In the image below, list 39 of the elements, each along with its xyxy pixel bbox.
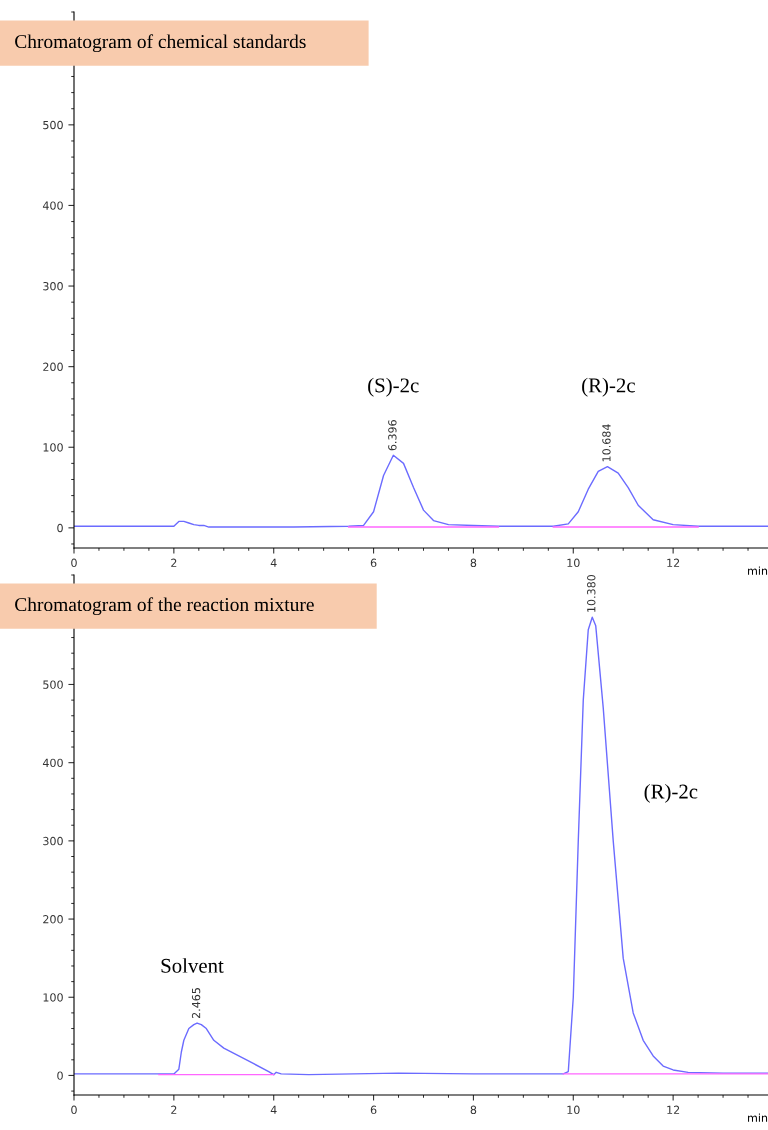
- x-tick-label: 2: [171, 558, 177, 567]
- y-tick-label: 300: [43, 836, 63, 846]
- x-tick-label: 10: [567, 558, 580, 568]
- x-tick-label: 6: [370, 558, 377, 568]
- line-series: [74, 616, 768, 1076]
- annotation: (S)-2c: [368, 377, 419, 397]
- y-tick-label: 200: [43, 362, 63, 372]
- x-tick-label: 0: [71, 558, 77, 568]
- y-tick-label: 400: [42, 758, 63, 768]
- y-tick-label: 400: [42, 201, 63, 210]
- x-tick-label: 0: [71, 1105, 77, 1115]
- x-tick-label: 12: [667, 1105, 680, 1114]
- x-tick-label: 8: [470, 558, 477, 568]
- x-axis-title: min: [748, 1113, 768, 1122]
- y-tick-label: 500: [43, 680, 63, 689]
- annotation: (R)-2c: [582, 377, 635, 397]
- x-tick-label: 8: [470, 1105, 477, 1115]
- x-tick-label: 10: [567, 1105, 580, 1115]
- text: Chromatogram of chemical standards: [15, 34, 306, 53]
- annotation: 10.684: [602, 424, 611, 462]
- y-tick-label: 100: [43, 443, 63, 452]
- text: Chromatogram of the reaction mixture: [15, 597, 314, 616]
- x-tick-label: 4: [270, 1105, 277, 1114]
- y-tick-label: 0: [57, 1071, 63, 1080]
- annotation: 2.465: [191, 988, 201, 1019]
- annotation: (R)-2c: [644, 783, 698, 803]
- x-tick-label: 12: [667, 558, 680, 567]
- annotation: Solvent: [161, 958, 224, 973]
- x-tick-label: 4: [270, 558, 277, 567]
- x-axis-title: min: [748, 566, 768, 575]
- y-tick-label: 200: [43, 915, 63, 924]
- y-tick-label: 100: [43, 993, 63, 1002]
- x-tick-label: 6: [370, 1105, 377, 1115]
- x-tick-label: 2: [171, 1105, 177, 1114]
- y-tick-label: 0: [57, 523, 63, 533]
- annotation: 6.396: [388, 420, 397, 451]
- y-tick-label: 300: [43, 282, 63, 291]
- y-tick-label: 500: [43, 120, 63, 130]
- annotation: 10.380: [587, 574, 596, 612]
